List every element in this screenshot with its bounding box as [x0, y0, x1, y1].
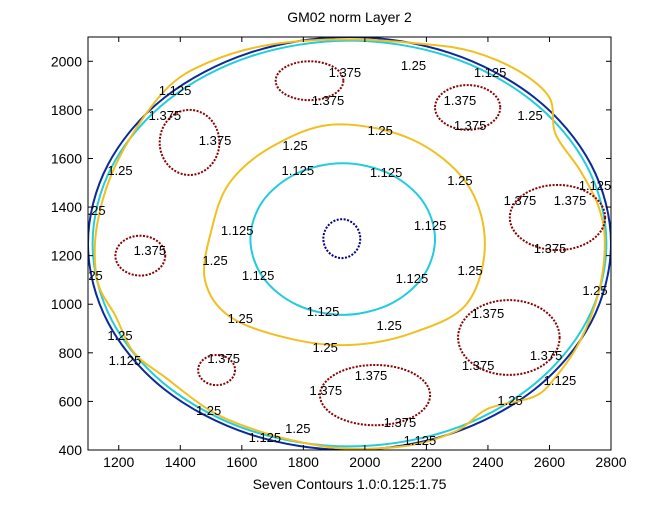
x-tick-label: 2800: [595, 454, 626, 470]
contour-label: 1.375: [134, 243, 167, 258]
contour-label: 1.25: [107, 328, 132, 343]
contour-label: 1.25: [202, 253, 227, 268]
y-tick-label: 800: [59, 345, 83, 361]
contour-blob: [322, 218, 362, 260]
contour-label: 1.25: [457, 263, 482, 278]
contour-label: 1.375: [199, 133, 232, 148]
contour-label-layer: 1.25 1.1251.1251.3751.3751.3751.3751.3751…: [77, 58, 612, 448]
y-tick-label: 1800: [51, 102, 82, 118]
contour-label: 1.375: [454, 118, 487, 133]
contour-blob: [318, 363, 432, 427]
x-tick-label: 1200: [103, 454, 134, 470]
contour-label: 1.125: [579, 178, 612, 193]
contour-label: 1.375: [530, 348, 563, 363]
contour-label: 1.125: [370, 165, 403, 180]
contour-label: 1.25: [228, 311, 253, 326]
contour-label: 1.375: [329, 65, 362, 80]
contour-line: [202, 123, 486, 347]
contour-blob: [434, 84, 502, 131]
y-tick-label: 2000: [51, 53, 82, 69]
x-tick-label: 2400: [472, 454, 503, 470]
contour-blob: [114, 234, 167, 277]
contour-label: 1.375: [554, 193, 587, 208]
contour-blob: [274, 60, 345, 102]
contour-label: 1.375: [472, 306, 505, 321]
x-tick-label: 2200: [411, 454, 442, 470]
y-tick-label: 1400: [51, 199, 82, 215]
contour-label: 1.25: [447, 173, 472, 188]
contour-label: 1.125: [307, 304, 340, 319]
contour-label: 1.25: [517, 108, 542, 123]
y-tick-label: 1600: [51, 150, 82, 166]
contour-label: 1.25: [313, 340, 338, 355]
contour-layer: [88, 37, 611, 450]
contour-label: 1.25: [282, 138, 307, 153]
contour-label: 1.125: [109, 353, 142, 368]
contour-label: 1.375: [384, 415, 417, 430]
contour-label: 1.25: [368, 123, 393, 138]
contour-label: 1.375: [310, 383, 343, 398]
y-tick-label: 400: [59, 442, 83, 458]
x-tick-label: 1400: [165, 454, 196, 470]
x-tick-label: 2000: [349, 454, 380, 470]
contour-blob: [508, 183, 607, 252]
contour-line: [93, 38, 606, 450]
contour-label: 1.125: [159, 83, 192, 98]
contour-label: 1.125: [474, 65, 507, 80]
contour-label: 1.375: [462, 358, 495, 373]
x-tick-label: 1800: [288, 454, 319, 470]
x-tick-label: 2600: [534, 454, 565, 470]
contour-label: 1.25: [497, 393, 522, 408]
contour-label: 1.125: [242, 268, 275, 283]
y-tick-label: 1000: [51, 296, 82, 312]
plot-area: [88, 37, 611, 450]
contour-label: 1.25: [77, 268, 102, 283]
contour-line: [88, 37, 611, 450]
x-axis-label: Seven Contours 1.0:0.125:1.75: [253, 476, 447, 492]
contour-label: 1.25: [196, 403, 221, 418]
contour-label: 1.125: [544, 373, 577, 388]
contour-label: 1.375: [312, 93, 345, 108]
x-tick-label: 1600: [226, 454, 257, 470]
contour-label: 1.125: [249, 430, 282, 445]
contour-label: 1.125: [404, 433, 437, 448]
contour-label: 1.375: [207, 351, 240, 366]
contour-label: 1.125: [282, 163, 315, 178]
contour-blob: [197, 354, 237, 387]
contour-label: 1.375: [149, 108, 182, 123]
contour-label: 1.125: [221, 223, 254, 238]
contour-label: 1.25: [377, 318, 402, 333]
contour-label: 1.125: [396, 271, 429, 286]
y-tick-label: 600: [59, 393, 83, 409]
contour-label: 1.375: [444, 93, 477, 108]
contour-label: 1.375: [534, 241, 567, 256]
contour-label: 1.25: [107, 163, 132, 178]
chart-title: GM02 norm Layer 2: [287, 9, 412, 25]
contour-blob: [158, 108, 221, 176]
contour-line: [249, 162, 437, 316]
axes-box: [87, 36, 612, 451]
contour-label: 1.375: [355, 368, 388, 383]
contour-label: 1.125: [414, 218, 447, 233]
y-tick-label: 1200: [51, 248, 82, 264]
contour-blob: [457, 299, 561, 376]
contour-label: 1.25: [285, 421, 310, 436]
contour-label: 1.25: [582, 283, 607, 298]
contour-label: 1.25: [401, 58, 426, 73]
contour-label: 1.375: [504, 193, 537, 208]
